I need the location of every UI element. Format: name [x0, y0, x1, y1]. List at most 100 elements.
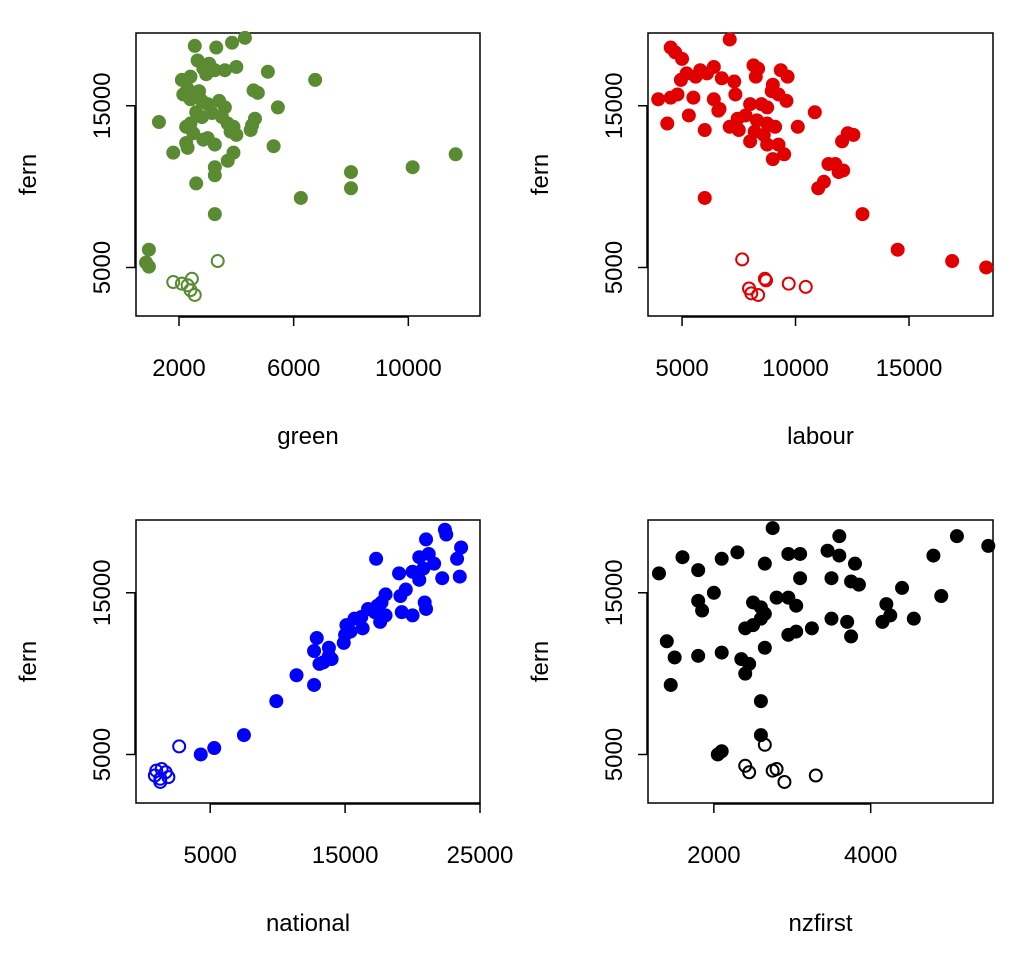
data-point-filled [832, 548, 847, 563]
data-point-open [759, 273, 774, 288]
data-point-filled [728, 87, 743, 102]
data-point-filled [186, 126, 201, 141]
data-point-filled [226, 145, 241, 160]
data-point-open [744, 286, 759, 301]
data-point-open [153, 774, 168, 789]
x-tick-label: 15000 [312, 842, 379, 869]
y-axis-label: fern [527, 641, 554, 682]
data-point-filled [875, 614, 890, 629]
plot-frame [135, 32, 481, 317]
data-point-filled [760, 100, 775, 115]
data-point-filled [714, 744, 729, 759]
data-point-filled [855, 207, 870, 222]
y-tick-label: 5000 [601, 241, 628, 294]
data-point-filled [187, 38, 202, 53]
data-point-filled [392, 566, 407, 581]
data-point-filled [450, 551, 465, 566]
x-tick-label: 25000 [447, 842, 514, 869]
data-point-open [166, 275, 181, 290]
data-point-filled [811, 181, 826, 196]
data-point-filled [700, 66, 715, 81]
data-point-filled [793, 546, 808, 561]
data-point-filled [706, 585, 721, 600]
data-point-filled [731, 123, 746, 138]
data-point-filled [793, 571, 808, 586]
data-point-filled [308, 72, 323, 87]
data-point-filled [405, 160, 420, 175]
data-point-filled [448, 147, 463, 162]
data-point-filled [765, 521, 780, 536]
data-point-filled [748, 69, 763, 84]
data-point-filled [851, 577, 866, 592]
data-point-open [777, 774, 792, 789]
x-tick-label: 5000 [184, 842, 237, 869]
data-point-filled [675, 51, 690, 66]
x-tick-label: 2000 [152, 355, 205, 382]
data-point-filled [780, 69, 795, 84]
data-point-filled [820, 543, 835, 558]
data-point-filled [373, 614, 388, 629]
data-point-filled [663, 677, 678, 692]
data-point-open [210, 254, 225, 269]
data-point-filled [355, 621, 370, 636]
data-point-open [187, 287, 202, 302]
data-point-filled [344, 165, 358, 180]
data-point-open [808, 768, 823, 783]
data-point-filled [730, 545, 745, 560]
data-point-filled [312, 656, 327, 671]
data-point-open [172, 739, 187, 754]
y-tick-label: 5000 [89, 728, 116, 781]
data-point-open [798, 279, 813, 294]
x-axis-label: green [277, 423, 338, 450]
data-point-filled [835, 134, 850, 149]
data-point-filled [836, 163, 851, 178]
data-point-filled [722, 32, 737, 47]
data-point-filled [895, 580, 910, 595]
x-tick-label: 5000 [655, 355, 708, 382]
data-point-filled [207, 741, 222, 756]
data-point-filled [229, 127, 244, 142]
data-point-filled [781, 627, 796, 642]
data-point-filled [714, 645, 729, 660]
data-point-filled [779, 93, 794, 108]
data-point-filled [237, 30, 252, 45]
data-point-filled [180, 140, 195, 155]
data-point-filled [697, 123, 712, 138]
data-point-filled [193, 747, 208, 762]
data-point-filled [207, 207, 222, 222]
panel-green: 2000 6000 10000 5000 15000 green fern [15, 30, 481, 450]
data-point-filled [189, 176, 204, 191]
data-point-filled [452, 569, 467, 584]
data-point-filled [714, 551, 729, 566]
x-tick-label: 6000 [267, 355, 320, 382]
data-point-filled [743, 134, 758, 149]
data-point-filled [695, 603, 710, 618]
y-axis-label: fern [527, 154, 554, 195]
data-point-filled [270, 100, 285, 115]
y-tick-label: 5000 [89, 241, 116, 294]
data-point-filled [344, 181, 358, 196]
data-point-filled [781, 546, 796, 561]
x-tick-label: 10000 [375, 355, 442, 382]
data-point-filled [807, 105, 822, 120]
data-point-filled [439, 527, 454, 542]
data-point-filled [307, 643, 322, 658]
data-point-filled [309, 631, 324, 646]
data-point-filled [714, 71, 729, 86]
data-point-filled [236, 728, 251, 743]
x-tick-label: 4000 [844, 842, 897, 869]
data-point-filled [269, 694, 284, 709]
data-point-filled [753, 694, 768, 709]
data-point-filled [293, 190, 308, 205]
data-point-filled [711, 103, 726, 118]
data-point-filled [229, 59, 244, 74]
data-point-filled [667, 650, 682, 665]
data-point-filled [266, 139, 281, 154]
data-point-filled [194, 110, 209, 125]
data-point-filled [727, 74, 742, 89]
data-point-filled [166, 145, 181, 160]
y-tick-label: 15000 [89, 559, 116, 626]
y-tick-label: 5000 [601, 728, 628, 781]
data-point-filled [691, 648, 706, 663]
panel-national: 5000 15000 25000 5000 15000 national fern [15, 519, 514, 937]
